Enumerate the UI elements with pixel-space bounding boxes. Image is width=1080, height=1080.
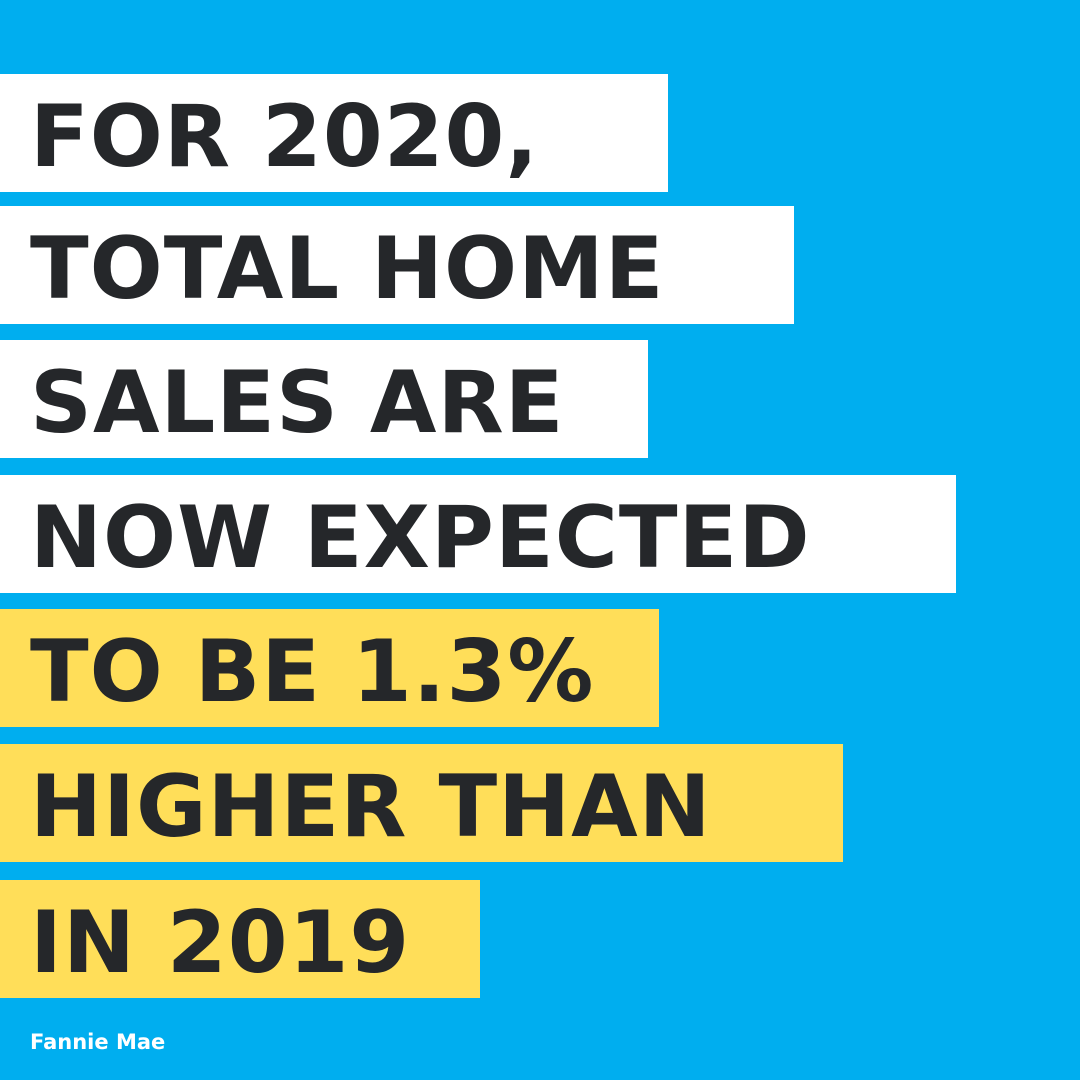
headline-line-4: NOW EXPECTED <box>0 475 956 593</box>
headline-line-6: HIGHER THAN <box>0 744 843 862</box>
headline-line-1-text: FOR 2020, <box>30 87 540 187</box>
headline-line-2: TOTAL HOME <box>0 206 794 324</box>
headline-line-1: FOR 2020, <box>0 74 668 192</box>
headline-line-7-text: IN 2019 <box>30 893 411 993</box>
headline-line-2-text: TOTAL HOME <box>30 219 665 319</box>
headline-line-3: SALES ARE <box>0 340 648 458</box>
headline-line-6-text: HIGHER THAN <box>30 757 712 857</box>
headline-line-5-text: TO BE 1.3% <box>30 622 595 722</box>
source-credit: Fannie Mae <box>30 1030 166 1054</box>
headline-line-4-text: NOW EXPECTED <box>30 488 811 588</box>
headline-line-3-text: SALES ARE <box>30 353 565 453</box>
headline-line-7: IN 2019 <box>0 880 480 998</box>
headline-line-5: TO BE 1.3% <box>0 609 659 727</box>
